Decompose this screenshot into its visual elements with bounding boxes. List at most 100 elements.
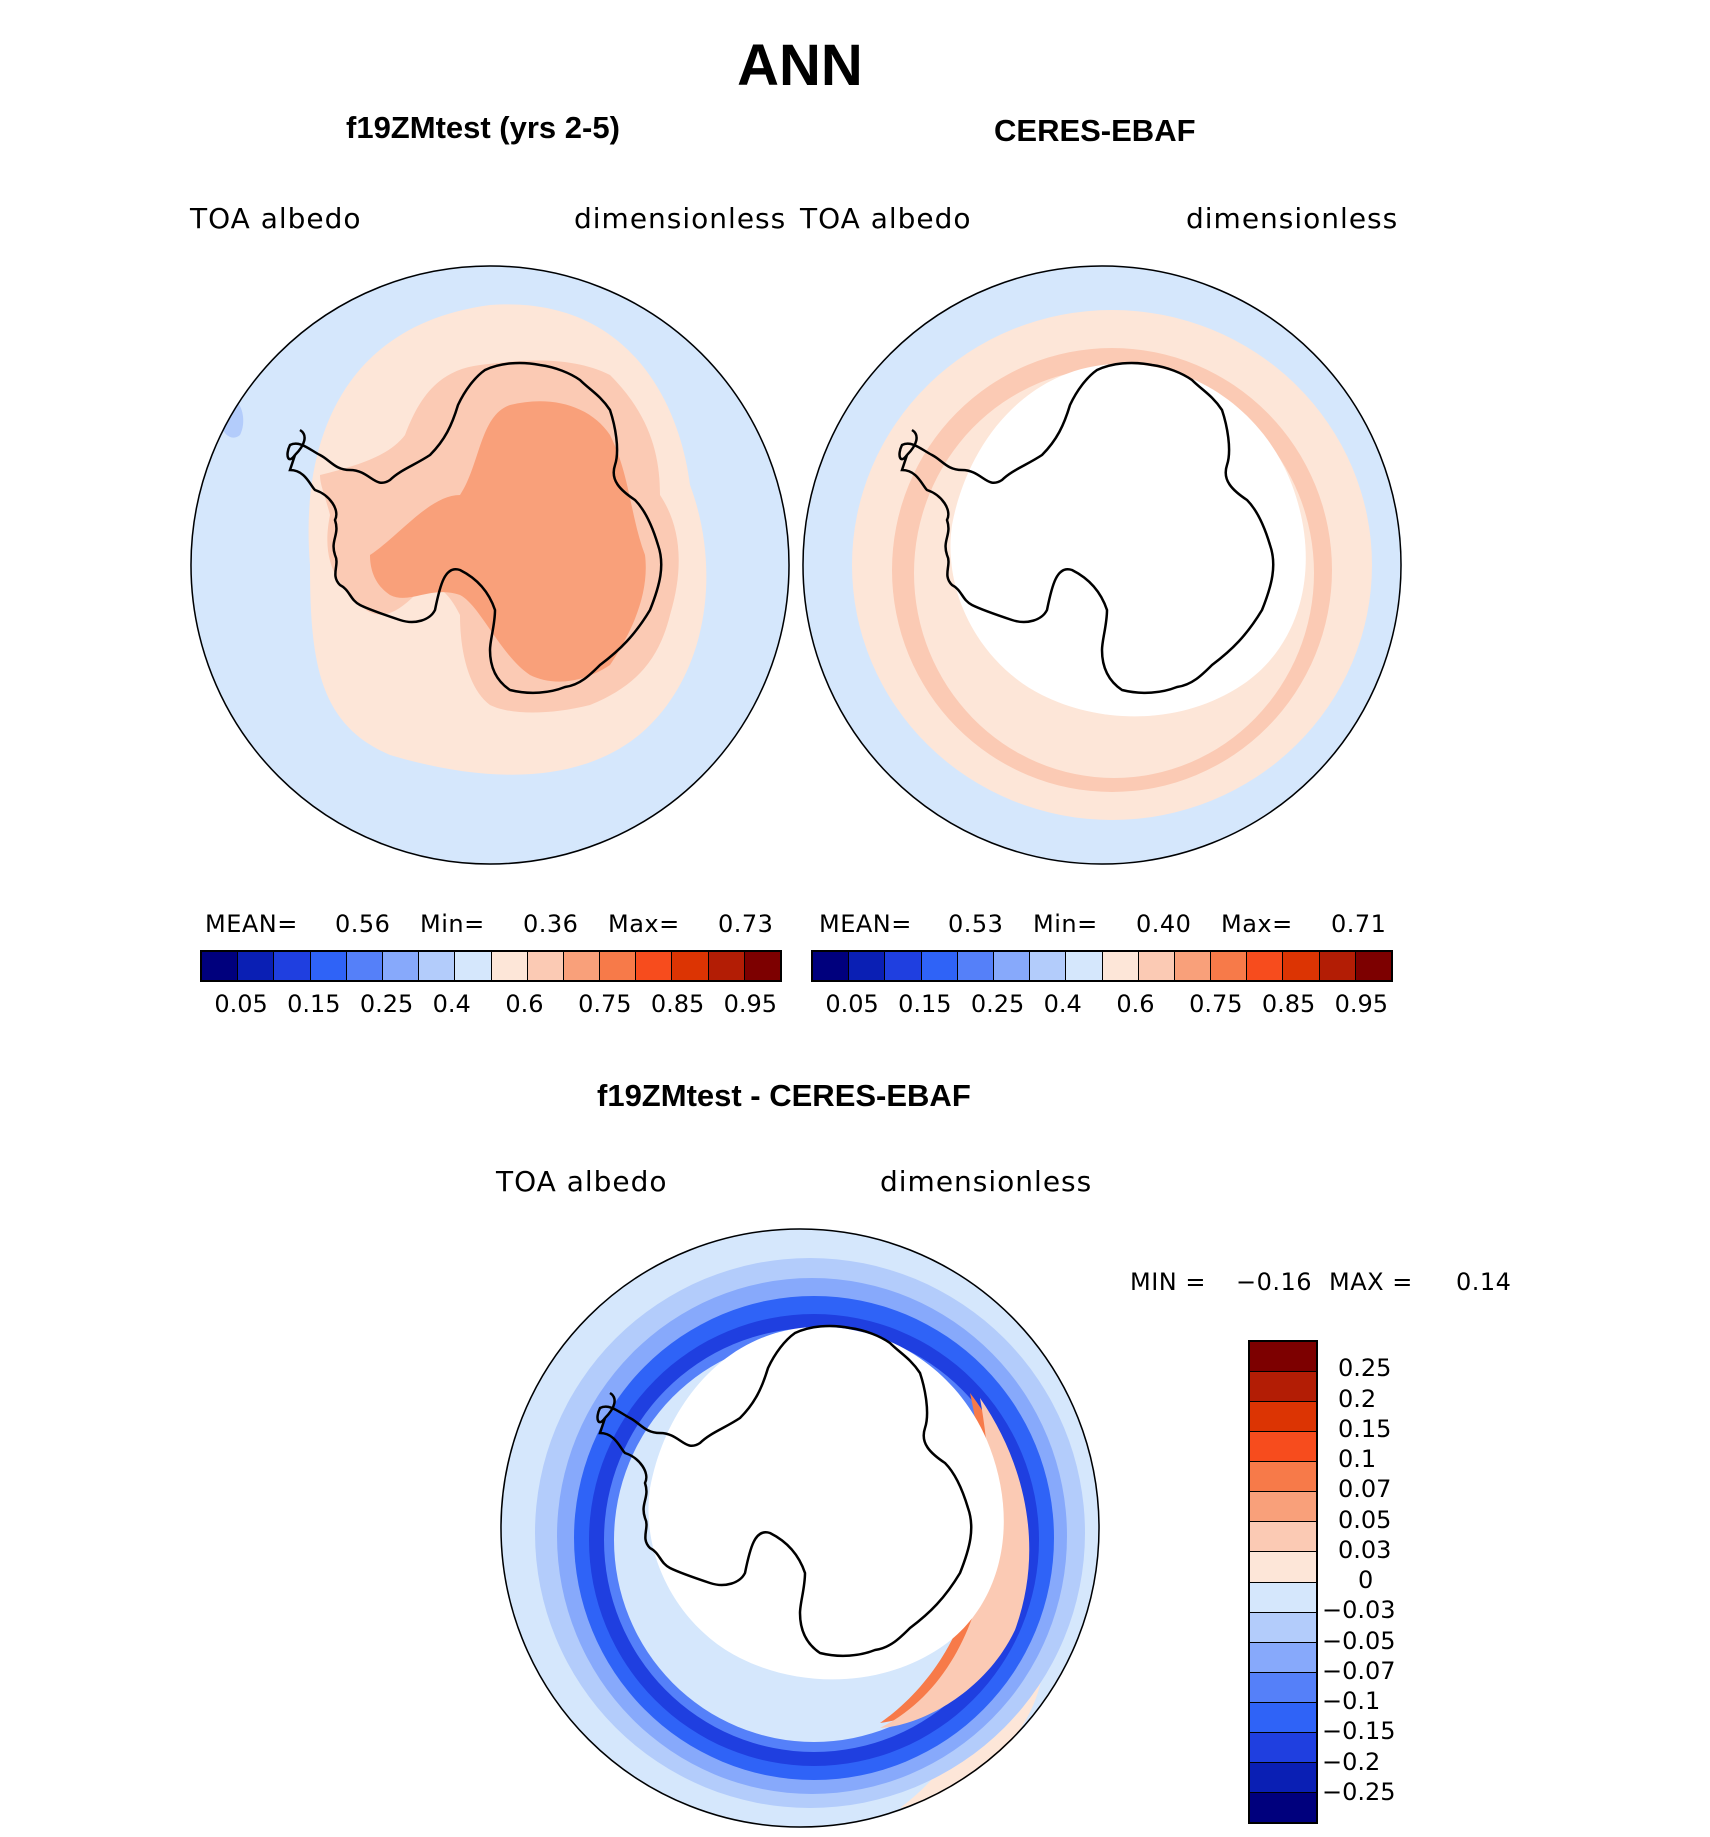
diff-colorbar-swatch — [1250, 1402, 1316, 1433]
panel1-colorbar-swatch — [310, 952, 347, 980]
panel1-mean-label: MEAN= — [205, 910, 298, 938]
panel1-colorbar-tick-label: 0.6 — [505, 990, 544, 1018]
panel2-min-value: 0.40 — [1136, 910, 1192, 938]
diff-title: f19ZMtest - CERES-EBAF — [597, 1078, 971, 1113]
diff-antarctic-coastline — [596, 1324, 973, 1658]
diff-colorbar-level-label: −0.05 — [1322, 1626, 1396, 1655]
diff-min-value: −0.16 — [1236, 1268, 1313, 1296]
panel1-colorbar-swatch — [527, 952, 564, 980]
diff-colorbar-level-label: −0.07 — [1322, 1656, 1396, 1685]
panel1-max-value: 0.73 — [718, 910, 774, 938]
panel2-colorbar-tick-label: 0.95 — [1334, 990, 1389, 1018]
panel1-colorbar-swatch — [563, 952, 601, 980]
panel2-colorbar-tick-label: 0.25 — [970, 990, 1025, 1018]
diff-colorbar-level-label: −0.15 — [1322, 1717, 1396, 1746]
panel1-colorbar-tick-label: 0.25 — [359, 990, 414, 1018]
panel2-min-label: Min= — [1033, 910, 1098, 938]
panel2-colorbar-swatch — [1174, 952, 1212, 980]
diff-colorbar-swatch — [1250, 1642, 1316, 1673]
panel2-colorbar-tick-label: 0.75 — [1189, 990, 1243, 1018]
panel1-colorbar-swatch — [455, 952, 492, 980]
diff-colorbar-level-label: 0.2 — [1338, 1384, 1377, 1413]
panel2-max-value: 0.71 — [1331, 910, 1387, 938]
diff-colorbar-swatch — [1250, 1522, 1316, 1553]
diff-colorbar — [1248, 1340, 1318, 1824]
diff-colorbar-swatch — [1250, 1432, 1316, 1463]
panel2-colorbar-swatch — [1355, 952, 1391, 980]
panel2-colorbar-swatch — [1211, 952, 1248, 980]
panel1-colorbar — [200, 950, 782, 982]
panel2-colorbar-swatch — [993, 952, 1031, 980]
diff-colorbar-level-label: −0.25 — [1322, 1777, 1396, 1806]
diff-units-label: dimensionless — [880, 1165, 1093, 1198]
panel2-colorbar-swatch — [921, 952, 958, 980]
panel1-colorbar-swatch — [346, 952, 383, 980]
panel1-title: f19ZMtest (yrs 2-5) — [346, 110, 620, 145]
diff-colorbar-swatch — [1250, 1792, 1316, 1822]
panel2-colorbar-tick-label: 0.05 — [825, 990, 879, 1018]
panel1-colorbar-swatch — [636, 952, 673, 980]
panel1-mean-value: 0.56 — [335, 910, 391, 938]
panel2-mean-value: 0.53 — [948, 910, 1004, 938]
diff-min-label: MIN = — [1130, 1268, 1206, 1296]
panel2-colorbar — [811, 950, 1393, 982]
diff-colorbar-swatch — [1250, 1462, 1316, 1493]
panel2-title: CERES-EBAF — [994, 113, 1196, 148]
panel1-colorbar-swatch — [708, 952, 745, 980]
panel1-colorbar-swatch — [491, 952, 528, 980]
panel1-colorbar-tick-label: 0.4 — [432, 990, 471, 1018]
panel2-colorbar-tick-label: 0.15 — [898, 990, 952, 1018]
panel2-colorbar-swatch — [1030, 952, 1067, 980]
panel2-colorbar-swatch — [1066, 952, 1103, 980]
panel2-colorbar-swatch — [1247, 952, 1284, 980]
diff-colorbar-swatch — [1250, 1702, 1316, 1733]
panel1-min-label: Min= — [420, 910, 485, 938]
diff-colorbar-labels: 0.25 0.2 0.15 0.1 0.07 0.05 0.03 0 −0.03 −0.05 −0.… — [1322, 1340, 1442, 1824]
panel1-colorbar-ticks: 0.05 0.15 0.25 0.4 0.6 0.75 0.85 0.95 — [200, 990, 782, 1020]
diff-colorbar-level-label: −0.03 — [1322, 1596, 1396, 1625]
diff-colorbar-level-label: 0 — [1358, 1566, 1374, 1594]
panel1-colorbar-tick-label: 0.15 — [287, 990, 341, 1018]
panel1-antarctic-coastline — [286, 361, 663, 695]
diff-colorbar-swatch — [1250, 1342, 1316, 1373]
diff-colorbar-level-label: 0.07 — [1338, 1475, 1392, 1504]
panel2-units-label: dimensionless — [1186, 202, 1399, 235]
diff-colorbar-swatch — [1250, 1732, 1316, 1763]
diff-colorbar-swatch — [1250, 1612, 1316, 1643]
diff-masked-region — [648, 1326, 1004, 1680]
panel1-colorbar-swatch — [672, 952, 709, 980]
diff-colorbar-level-label: 0.15 — [1338, 1414, 1392, 1443]
panel1-units-label: dimensionless — [574, 202, 787, 235]
diff-colorbar-swatch — [1250, 1372, 1316, 1403]
panel2-colorbar-tick-label: 0.4 — [1043, 990, 1082, 1018]
diff-colorbar-swatch — [1250, 1492, 1316, 1523]
panel2-colorbar-swatch — [813, 952, 850, 980]
panel2-mean-label: MEAN= — [819, 910, 912, 938]
panel2-colorbar-tick-label: 0.6 — [1116, 990, 1155, 1018]
panel1-variable-label: TOA albedo — [190, 202, 362, 235]
panel2-max-label: Max= — [1221, 910, 1293, 938]
diff-variable-label: TOA albedo — [496, 1165, 668, 1198]
panel1-colorbar-swatch — [274, 952, 311, 980]
panel1-colorbar-swatch — [238, 952, 275, 980]
panel2-masked-region — [950, 363, 1306, 717]
panel1-min-value: 0.36 — [523, 910, 579, 938]
diff-colorbar-level-label: −0.2 — [1322, 1747, 1381, 1776]
diff-max-label: MAX = — [1329, 1268, 1413, 1296]
diff-colorbar-swatch — [1250, 1762, 1316, 1793]
diff-colorbar-level-label: 0.1 — [1338, 1445, 1377, 1473]
figure-title: ANN — [737, 33, 863, 98]
panel1-colorbar-tick-label: 0.85 — [650, 990, 705, 1018]
diff-polar-map — [500, 1228, 1100, 1828]
panel2-colorbar-ticks: 0.05 0.15 0.25 0.4 0.6 0.75 0.85 0.95 — [811, 990, 1393, 1020]
panel2-colorbar-tick-label: 0.85 — [1261, 990, 1316, 1018]
panel1-colorbar-swatch — [744, 952, 780, 980]
panel1-colorbar-tick-label: 0.05 — [214, 990, 268, 1018]
diff-colorbar-swatch — [1250, 1552, 1316, 1583]
panel2-colorbar-swatch — [957, 952, 994, 980]
panel1-colorbar-swatch — [382, 952, 420, 980]
panel2-colorbar-swatch — [1102, 952, 1139, 980]
panel2-colorbar-swatch — [1138, 952, 1175, 980]
panel1-colorbar-tick-label: 0.95 — [723, 990, 778, 1018]
panel1-colorbar-swatch — [419, 952, 456, 980]
